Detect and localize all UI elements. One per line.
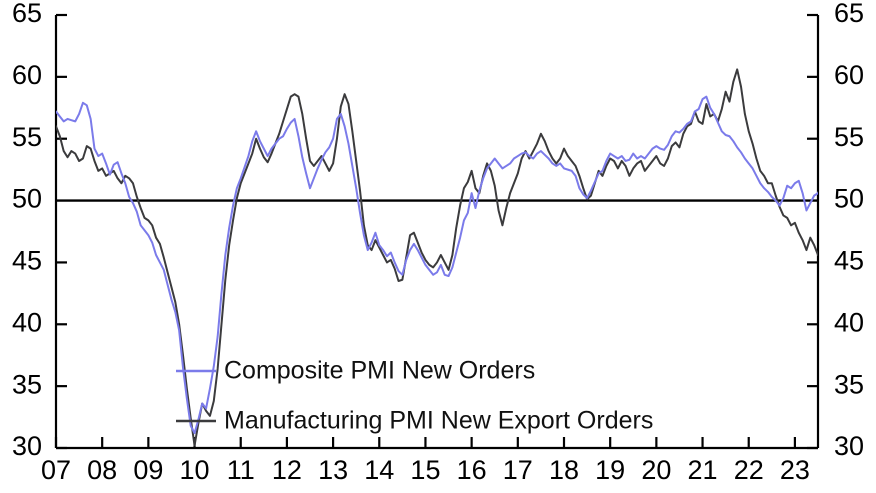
left-axis-labels: 30 35 40 45 50 55 60 65	[12, 0, 42, 461]
series-group	[56, 68, 818, 447]
x-axis-label: 19	[595, 455, 625, 485]
x-axis-label: 15	[410, 455, 440, 485]
y-axis-label-left: 30	[12, 431, 42, 461]
right-axis-ticks	[807, 13, 818, 450]
left-axis-ticks	[56, 13, 67, 450]
y-axis-label-left: 35	[12, 369, 42, 399]
bottom-axis-labels: 07 08 09 10 11 12 13 14 15 16 17 18 19 20 21 22 23	[41, 455, 810, 485]
y-axis-label-left: 50	[12, 184, 42, 214]
y-axis-label-right: 60	[834, 60, 864, 90]
x-axis-label: 16	[457, 455, 487, 485]
x-axis-label: 08	[87, 455, 117, 485]
y-axis-label-left: 45	[12, 246, 42, 276]
x-axis-label: 23	[780, 455, 810, 485]
y-axis-label-left: 60	[12, 60, 42, 90]
legend-label-composite: Composite PMI New Orders	[224, 357, 535, 385]
x-axis-label: 17	[503, 455, 533, 485]
y-axis-label-left: 65	[12, 0, 42, 28]
x-axis-label: 09	[133, 455, 163, 485]
y-axis-label-right: 55	[834, 122, 864, 152]
bottom-axis-ticks	[54, 437, 797, 448]
y-axis-label-right: 45	[834, 246, 864, 276]
y-axis-label-right: 65	[834, 0, 864, 28]
y-axis-label-left: 40	[12, 307, 42, 337]
series-line-manufacturing-pmi-new-export-orders	[56, 68, 818, 447]
legend-label-manufacturing: Manufacturing PMI New Export Orders	[224, 407, 653, 435]
series-line-composite-pmi-new-orders	[56, 95, 818, 435]
right-axis-labels: 30 35 40 45 50 55 60 65	[834, 0, 864, 461]
y-axis-label-right: 40	[834, 307, 864, 337]
x-axis-label: 21	[688, 455, 718, 485]
y-axis-label-right: 35	[834, 369, 864, 399]
x-axis-label: 18	[549, 455, 579, 485]
x-axis-label: 07	[41, 455, 71, 485]
x-axis-label: 20	[641, 455, 671, 485]
x-axis-label: 12	[272, 455, 302, 485]
y-axis-label-right: 50	[834, 184, 864, 214]
x-axis-label: 22	[734, 455, 764, 485]
x-axis-label: 14	[364, 455, 394, 485]
y-axis-label-right: 30	[834, 431, 864, 461]
x-axis-label: 11	[227, 455, 255, 485]
x-axis-label: 13	[318, 455, 348, 485]
y-axis-label-left: 55	[12, 122, 42, 152]
x-axis-label: 10	[180, 455, 210, 485]
legend: Composite PMI New Orders Manufacturing P…	[176, 357, 653, 435]
